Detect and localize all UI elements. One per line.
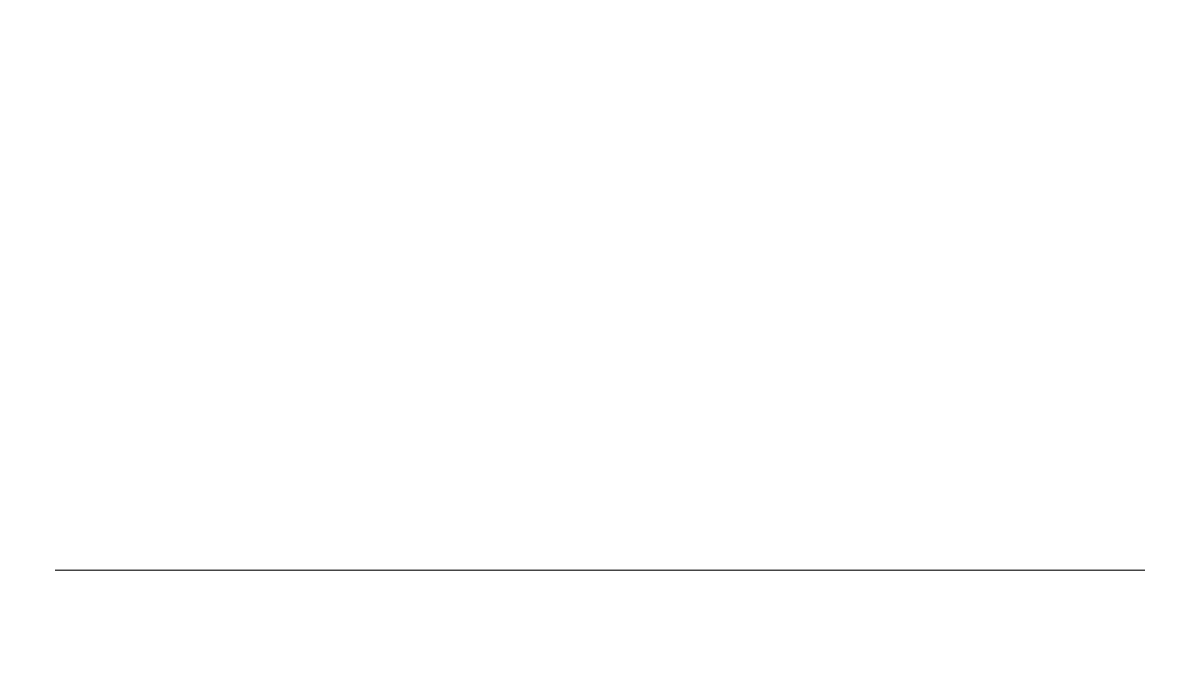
chart-svg	[0, 0, 1200, 683]
bank-count-chart	[0, 0, 1200, 683]
